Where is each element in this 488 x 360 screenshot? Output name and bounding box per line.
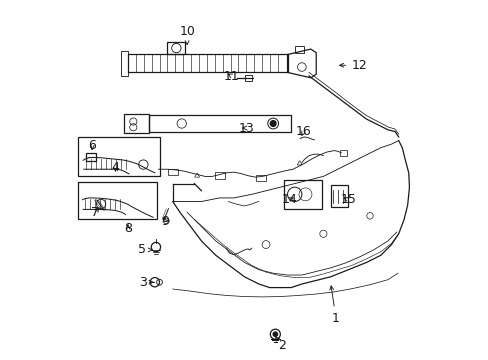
Bar <box>78 137 160 176</box>
Bar <box>339 150 346 156</box>
Text: 12: 12 <box>339 59 366 72</box>
Text: 13: 13 <box>238 122 254 135</box>
Bar <box>244 75 252 81</box>
Text: 6: 6 <box>88 139 96 152</box>
Bar <box>215 172 224 179</box>
Circle shape <box>270 121 276 126</box>
Bar <box>86 153 96 161</box>
Bar <box>294 45 303 53</box>
Bar <box>284 180 321 209</box>
Text: 5: 5 <box>138 243 152 256</box>
Bar <box>149 116 290 132</box>
Bar <box>124 114 149 134</box>
Bar <box>167 42 185 54</box>
Text: 15: 15 <box>340 193 356 206</box>
Text: 7: 7 <box>91 207 99 220</box>
Text: 14: 14 <box>281 193 297 206</box>
Bar <box>78 182 156 220</box>
Text: 16: 16 <box>295 125 311 138</box>
Text: 3: 3 <box>139 276 153 289</box>
Bar <box>121 51 128 76</box>
Bar <box>330 185 348 207</box>
Text: 8: 8 <box>123 222 132 235</box>
Bar <box>167 169 178 175</box>
Text: 9: 9 <box>161 215 168 228</box>
Text: 4: 4 <box>111 161 119 174</box>
Text: 10: 10 <box>179 25 195 45</box>
Text: 2: 2 <box>275 337 285 352</box>
Text: 11: 11 <box>224 69 239 82</box>
Bar <box>128 54 287 72</box>
Text: 1: 1 <box>329 286 339 325</box>
Circle shape <box>273 332 277 336</box>
Bar <box>255 175 265 181</box>
